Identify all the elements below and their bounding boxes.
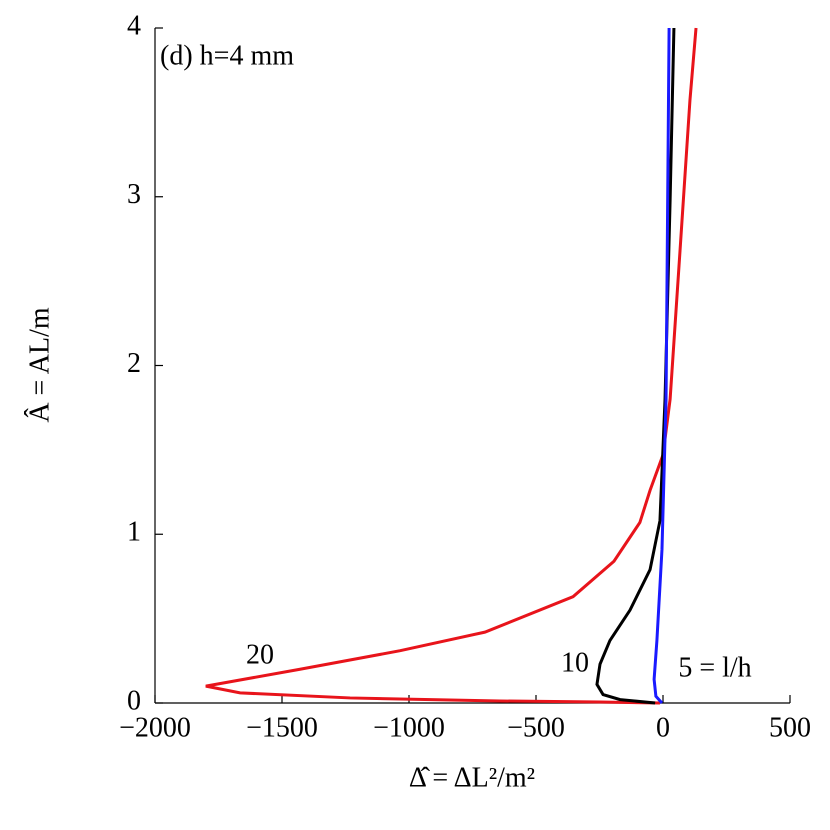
x-tick-label: −500 [507, 712, 565, 743]
x-axis-label: Δ̂ = ΔL²/m² [409, 762, 535, 793]
x-tick-label: 500 [769, 712, 811, 743]
x-tick-label: 0 [656, 712, 670, 743]
x-tick-label: −1000 [373, 712, 445, 743]
x-tick-label: −1500 [246, 712, 318, 743]
y-tick-label: 1 [127, 517, 141, 548]
series-label: 20 [246, 639, 274, 670]
series-line [652, 27, 671, 705]
series-label: 5 = l/h [678, 652, 751, 683]
y-axis-label: Â = AL/m [24, 307, 55, 423]
chart-title: (d) h=4 mm [160, 40, 294, 71]
x-tick-label: −2000 [119, 712, 191, 743]
y-tick-label: 3 [127, 179, 141, 210]
y-tick-label: 2 [127, 348, 141, 379]
series-line [205, 27, 698, 705]
y-tick-label: 4 [127, 10, 141, 41]
y-tick-label: 0 [127, 685, 141, 716]
series-line [595, 27, 676, 705]
series-label: 10 [561, 647, 589, 678]
